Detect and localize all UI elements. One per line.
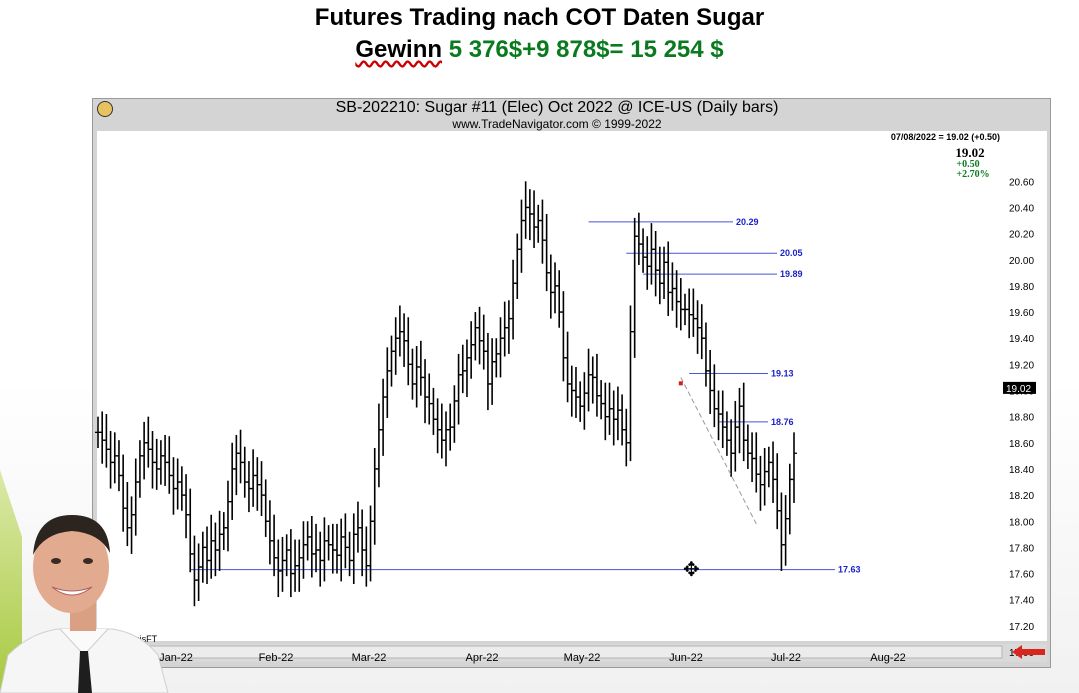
y-tick-label: 18.40: [1009, 465, 1034, 476]
y-tick-label: 19.80: [1009, 282, 1034, 293]
y-tick-label: 17.80: [1009, 543, 1034, 554]
x-tick-label: May-22: [564, 652, 601, 664]
profit-line: Gewinn 5 376$+9 878$= 15 254 $: [0, 36, 1079, 64]
y-tick-label: 18.20: [1009, 491, 1034, 502]
level-label: 20.05: [780, 248, 803, 258]
y-tick-label: 19.60: [1009, 308, 1034, 319]
trend-line: [680, 377, 757, 525]
green-decoration: [0, 470, 22, 693]
y-tick-label: 20.60: [1009, 177, 1034, 188]
x-tick-label: Mar-22: [352, 652, 387, 664]
y-tick-label: 18.80: [1009, 413, 1034, 424]
info-line: 07/08/2022 = 19.02 (+0.50): [891, 132, 1000, 142]
quote-pct: +2.70%: [956, 169, 989, 180]
chart-header: SB-202210: Sugar #11 (Elec) Oct 2022 @ I…: [335, 99, 779, 116]
profit-label: Gewinn: [355, 36, 443, 63]
x-tick-label: Jul-22: [771, 652, 801, 664]
plot-area[interactable]: [97, 131, 1002, 641]
y-tick-label: 20.00: [1009, 256, 1034, 267]
app-logo-icon[interactable]: [97, 101, 113, 117]
y-tick-label: 19.40: [1009, 334, 1034, 345]
x-tick-label: Apr-22: [465, 652, 498, 664]
level-label: 19.89: [780, 269, 803, 279]
level-label: 19.13: [771, 369, 794, 379]
quote-change: +0.50: [956, 159, 979, 170]
quote-price: 19.02: [955, 145, 984, 160]
red-left-arrow-icon[interactable]: [1012, 645, 1045, 659]
y-tick-label: 17.40: [1009, 596, 1034, 607]
y-tick-label: 18.60: [1009, 439, 1034, 450]
presenter-photo: [0, 515, 169, 693]
x-tick-label: Aug-22: [870, 652, 905, 664]
x-tick-label: Jun-22: [669, 652, 703, 664]
last-price-tag: [1003, 381, 1036, 394]
chart-subheader: www.TradeNavigator.com © 1999-2022: [452, 117, 662, 131]
page-title: Futures Trading nach COT Daten Sugar: [314, 4, 765, 31]
x-tick-label: Feb-22: [259, 652, 294, 664]
move-cursor-icon: ✥: [683, 559, 700, 581]
x-tick-label: Jan-22: [159, 652, 193, 664]
profit-value: 5 376$+9 878$= 15 254 $: [448, 36, 724, 63]
y-tick-label: 17.20: [1009, 622, 1034, 633]
y-tick-label: 18.00: [1009, 517, 1034, 528]
y-tick-label: 20.20: [1009, 230, 1034, 241]
level-label: 18.76: [771, 417, 794, 427]
y-tick-label: 20.40: [1009, 203, 1034, 214]
level-label: 17.63: [838, 565, 861, 575]
y-tick-label: 19.20: [1009, 360, 1034, 371]
horizontal-scrollbar[interactable]: [96, 645, 1003, 659]
last-price-label: 19.02: [1006, 384, 1031, 395]
y-tick-label: 17.60: [1009, 570, 1034, 581]
marker-dot: [678, 381, 683, 386]
level-label: 20.29: [736, 217, 759, 227]
